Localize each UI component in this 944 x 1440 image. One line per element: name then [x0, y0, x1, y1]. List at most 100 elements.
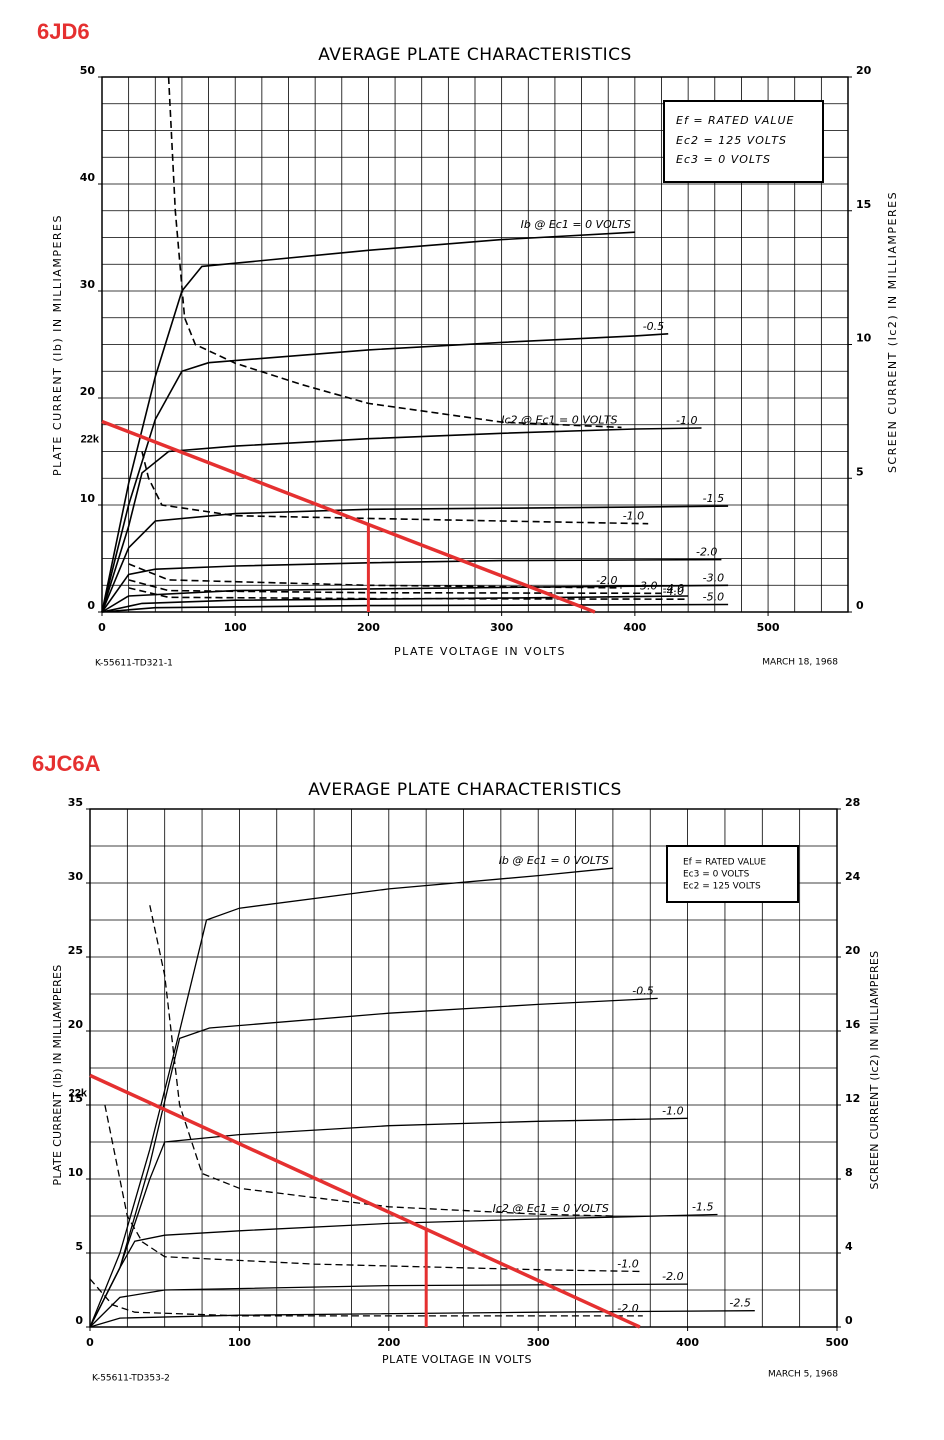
curve-label: -2.0 [617, 1302, 638, 1315]
plate-current-curve [101, 231, 635, 613]
y-tick-label: 30 [68, 870, 84, 883]
curve-label: -1.0 [662, 1104, 683, 1117]
x-tick-label: 200 [357, 621, 380, 634]
plate-current-curve [89, 867, 613, 1328]
curve-label: -1.0 [676, 414, 697, 427]
plate-current-curve [101, 333, 669, 613]
condition: Ef = RATED VALUE [683, 858, 766, 868]
tube-name: 6JD6 [37, 19, 90, 44]
y-tick-label: 10 [68, 1166, 84, 1179]
curve-label: Ib @ Ec1 = 0 VOLTS [499, 854, 609, 867]
y2-tick-label: 5 [856, 465, 864, 478]
y-tick-label: 40 [80, 171, 96, 184]
plate-current-curve [89, 1310, 755, 1328]
y2-tick-label: 12 [845, 1092, 860, 1105]
y2-tick-label: 10 [856, 332, 872, 345]
x-tick-label: 500 [826, 1336, 849, 1349]
plate-current-curve [89, 1117, 688, 1328]
plate-current-curve [101, 595, 689, 613]
drawing-number: K-55611-TD353-2 [92, 1374, 170, 1384]
x-tick-label: 400 [623, 621, 646, 634]
plot-frame [89, 808, 838, 1328]
screen-current-curve [128, 587, 689, 600]
curve-label: -1.0 [623, 510, 644, 523]
chart-title: AVERAGE PLATE CHARACTERISTICS [308, 780, 622, 800]
screen-current-curve [167, 76, 622, 429]
curve-label: -1.0 [617, 1258, 638, 1271]
y2-tick-label: 16 [845, 1018, 861, 1031]
plate-current-curve [101, 505, 729, 613]
date: MARCH 18, 1968 [762, 658, 838, 668]
plate-current-curve [89, 997, 658, 1328]
y-axis-label: PLATE CURRENT (Ib) IN MILLIAMPERES [51, 214, 64, 476]
screen-current-curve [149, 905, 613, 1217]
curve-label: Ib @ Ec1 = 0 VOLTS [521, 218, 631, 231]
curve-label: -1.5 [692, 1201, 713, 1214]
x-tick-label: 100 [224, 621, 247, 634]
x-axis-label: PLATE VOLTAGE IN VOLTS [394, 645, 566, 658]
condition: Ef = RATED VALUE [676, 114, 794, 127]
load-line-label: 22k [69, 1087, 88, 1099]
condition: Ec3 = 0 VOLTS [676, 153, 771, 166]
y-tick-label: 20 [80, 385, 96, 398]
plate-current-curve [101, 558, 722, 613]
y2-tick-label: 24 [845, 870, 861, 883]
y2-tick-label: 20 [856, 64, 872, 77]
curve-label: Ic2 @ Ec1 = 0 VOLTS [501, 413, 617, 426]
x-tick-label: 300 [490, 621, 513, 634]
y2-axis-label: SCREEN CURRENT (Ic2) IN MILLIAMPERES [868, 951, 881, 1190]
plate-current-curve [101, 603, 729, 613]
load-line [89, 1073, 641, 1329]
plot: 0 100 200 300 400 500 0 5 10 15 20 25 30 35 0 4 8 12 16 20 2… [68, 796, 861, 1349]
y-tick-label: 50 [80, 64, 96, 77]
y2-tick-label: 8 [845, 1166, 853, 1179]
curve-label: -4.0 [663, 585, 684, 598]
tube-name: 6JC6A [32, 751, 101, 776]
y-tick-label: 0 [75, 1314, 83, 1327]
plate-current-curve [89, 1283, 688, 1328]
screen-current-curve [104, 1104, 643, 1273]
curve-label: -2.5 [729, 1297, 750, 1310]
curve-label: -3.0 [636, 579, 657, 592]
curve-label: -2.0 [696, 546, 717, 559]
x-tick-label: 0 [86, 1336, 94, 1349]
x-axis-label: PLATE VOLTAGE IN VOLTS [382, 1353, 532, 1366]
curve-label: -5.0 [703, 591, 724, 604]
load-line [101, 419, 596, 614]
x-tick-label: 300 [527, 1336, 550, 1349]
screen-current-curve [89, 1278, 643, 1317]
curve-label: -2.0 [596, 574, 617, 587]
x-tick-label: 0 [98, 621, 106, 634]
y2-tick-label: 15 [856, 198, 871, 211]
chart-2: 6JC6A AVERAGE PLATE CHARACTERISTICS PLAT… [32, 751, 881, 1384]
y-axis-label: PLATE CURRENT (Ib) IN MILLIAMPERES [51, 964, 64, 1185]
plate-current-curve [89, 1213, 718, 1328]
y2-tick-label: 4 [845, 1240, 853, 1253]
curve-label: Ic2 @ Ec1 = 0 VOLTS [493, 1202, 609, 1215]
y2-axis-label: SCREEN CURRENT (Ic2) IN MILLIAMPERES [886, 191, 899, 473]
condition: Ec2 = 125 VOLTS [676, 134, 787, 147]
screen-current-curve [141, 451, 649, 525]
curve-label: -0.5 [643, 320, 664, 333]
x-tick-label: 100 [228, 1336, 251, 1349]
curve-label: -3.0 [703, 571, 724, 584]
y2-tick-label: 20 [845, 944, 861, 957]
y-tick-label: 10 [80, 492, 96, 505]
y2-tick-label: 0 [845, 1314, 853, 1327]
curve-label: -0.5 [632, 984, 653, 997]
plate-current-curve [101, 427, 702, 613]
condition: Ec2 = 125 VOLTS [683, 882, 761, 892]
y-tick-label: 0 [87, 599, 95, 612]
y-tick-label: 15 [68, 1092, 83, 1105]
y-tick-label: 20 [68, 1018, 84, 1031]
y-tick-label: 30 [80, 278, 96, 291]
date: MARCH 5, 1968 [768, 1370, 838, 1380]
curve-label: -2.0 [662, 1270, 683, 1283]
curve-label: -4.0 [663, 582, 684, 595]
y-tick-label: 25 [68, 944, 83, 957]
x-tick-label: 200 [377, 1336, 400, 1349]
screen-current-curve [128, 579, 662, 595]
conditions-box [666, 845, 799, 903]
